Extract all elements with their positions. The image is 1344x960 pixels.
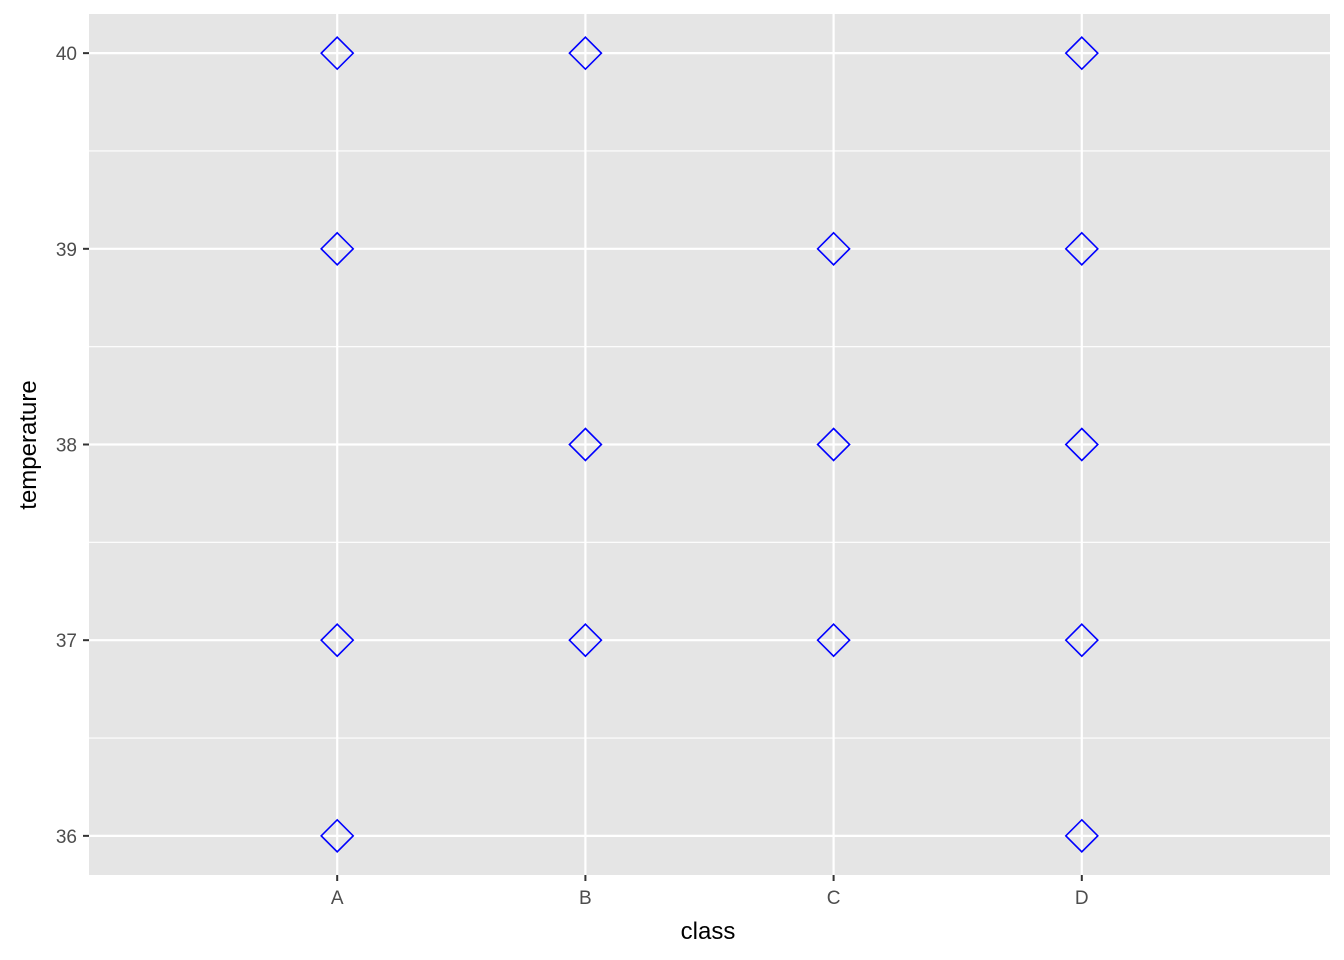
data-point	[320, 231, 355, 266]
minor-gridlines	[89, 150, 1330, 739]
data-point	[1064, 427, 1099, 462]
x-tick-label: A	[331, 888, 344, 909]
y-tick-label: 38	[56, 436, 77, 457]
data-point	[320, 36, 355, 71]
y-tick-label: 39	[56, 240, 77, 261]
data-point	[1064, 36, 1099, 71]
x-tick-label: D	[1075, 888, 1089, 909]
data-point	[816, 427, 851, 462]
data-point	[816, 623, 851, 658]
data-point	[1064, 623, 1099, 658]
y-tick-label: 36	[56, 827, 77, 848]
data-points	[320, 36, 1099, 853]
y-tick-label: 40	[56, 44, 77, 65]
data-point	[816, 231, 851, 266]
data-point	[568, 36, 603, 71]
data-point	[320, 623, 355, 658]
x-axis: A B C D	[331, 875, 1089, 909]
data-point	[1064, 818, 1099, 853]
y-axis-title: temperature	[15, 380, 42, 509]
data-point	[320, 818, 355, 853]
x-tick-label: C	[827, 888, 841, 909]
data-point	[568, 623, 603, 658]
y-tick-label: 37	[56, 631, 77, 652]
x-tick-label: B	[579, 888, 592, 909]
major-gridlines	[89, 14, 1330, 875]
data-point	[1064, 231, 1099, 266]
x-axis-title: class	[681, 918, 736, 945]
y-axis: 36 37 38 39 40	[56, 44, 89, 848]
data-point	[568, 427, 603, 462]
